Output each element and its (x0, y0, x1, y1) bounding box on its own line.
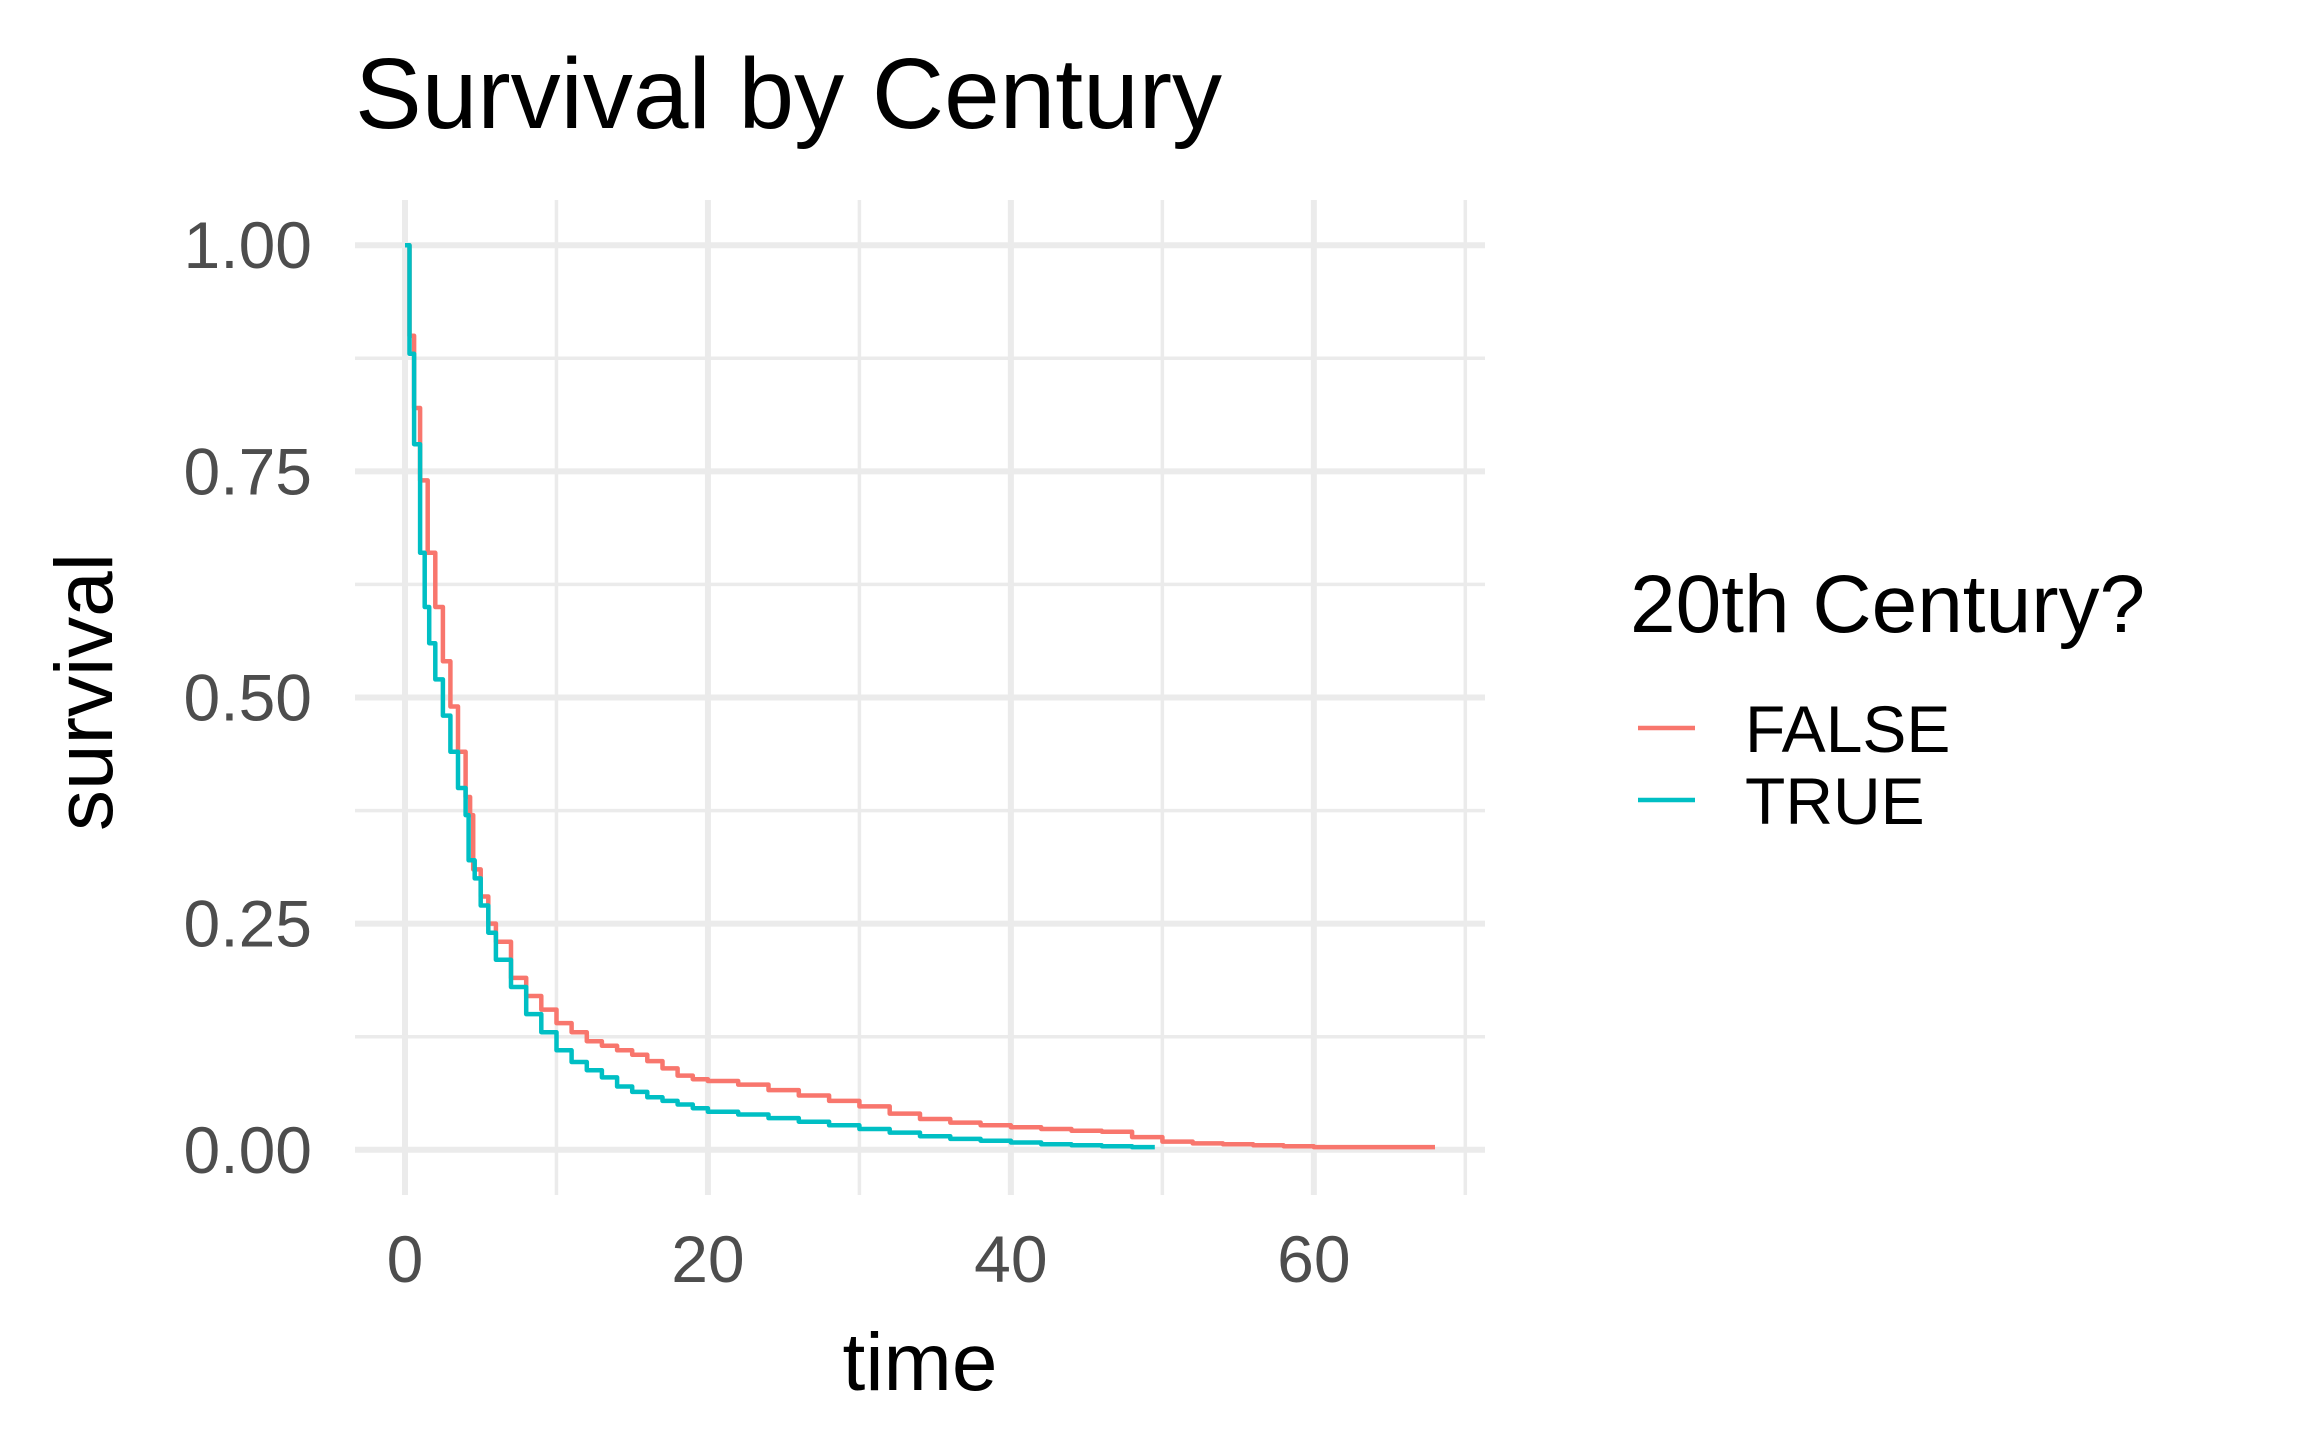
x-axis-tick-labels: 0 20 40 60 (387, 1222, 1351, 1296)
minor-gridlines-y (355, 356, 1485, 1039)
x-axis-title: time (843, 1317, 998, 1408)
y-tick-label: 0.00 (184, 1113, 312, 1187)
y-tick-label: 0.75 (184, 434, 312, 508)
x-tick-label: 40 (974, 1222, 1047, 1296)
x-tick-label: 60 (1277, 1222, 1350, 1296)
y-axis-title: survival (39, 553, 130, 831)
y-tick-label: 1.00 (184, 208, 312, 282)
major-gridlines-y (355, 242, 1485, 1153)
x-tick-label: 20 (671, 1222, 744, 1296)
y-tick-label: 0.25 (184, 887, 312, 961)
y-axis-tick-labels: 0.00 0.25 0.50 0.75 1.00 (184, 208, 312, 1187)
survival-curve-true (405, 242, 1155, 1150)
legend-label-true: TRUE (1745, 764, 1925, 838)
chart-title: Survival by Century (355, 38, 1222, 150)
y-tick-label: 0.50 (184, 661, 312, 735)
series-layer (405, 242, 1435, 1150)
survival-curve-false (405, 242, 1435, 1150)
legend-label-false: FALSE (1745, 692, 1950, 766)
x-tick-label: 0 (387, 1222, 424, 1296)
legend-title: 20th Century? (1630, 559, 2145, 650)
